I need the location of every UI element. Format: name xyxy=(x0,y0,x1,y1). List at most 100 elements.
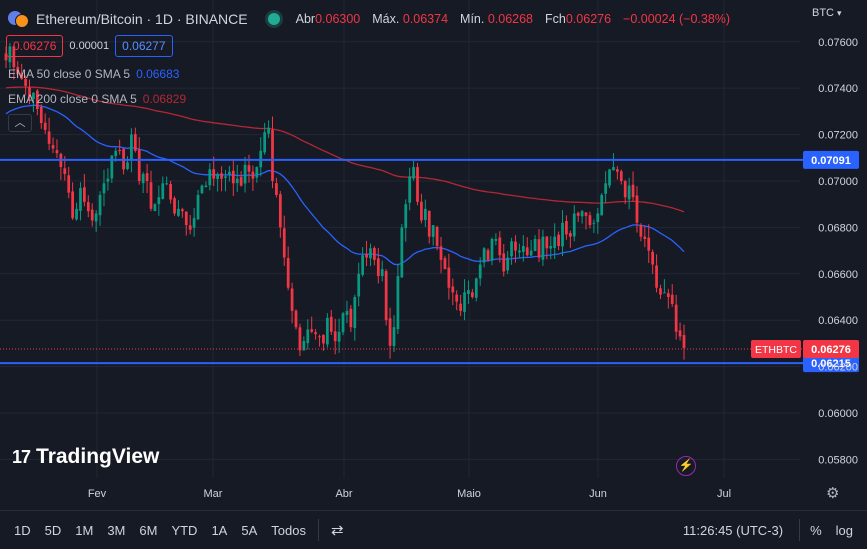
hline-price-label-box xyxy=(803,354,859,373)
timeframe-5d[interactable]: 5D xyxy=(44,522,62,538)
candle-body xyxy=(435,226,439,246)
collapse-legend-button[interactable]: ︿ xyxy=(8,114,32,132)
candle-body xyxy=(32,92,35,99)
candle-body xyxy=(118,149,122,151)
percent-toggle[interactable]: % xyxy=(810,522,822,538)
candle-body xyxy=(184,211,188,226)
candle-body xyxy=(173,198,176,214)
timeframe-1d[interactable]: 1D xyxy=(14,522,31,538)
log-toggle[interactable]: log xyxy=(835,522,853,538)
candle-body xyxy=(490,239,494,261)
currency-selector[interactable]: BTC ▾ xyxy=(812,7,842,19)
candle-body xyxy=(537,239,541,258)
candle-body xyxy=(557,234,560,246)
candle-body xyxy=(584,212,588,216)
candle-body xyxy=(278,194,282,228)
candle-body xyxy=(545,236,549,249)
candle-body xyxy=(306,329,310,344)
candle-body xyxy=(388,318,392,346)
candle-body xyxy=(24,78,27,86)
chart-title[interactable]: Ethereum/Bitcoin · 1D · BINANCE xyxy=(36,11,248,27)
ema-200-value: 0.06829 xyxy=(142,92,187,106)
candle-body xyxy=(145,173,149,181)
date-range-icon[interactable]: ⇄ xyxy=(330,522,344,539)
candle-body xyxy=(549,245,553,249)
ema-50-legend[interactable]: EMA 50 close 0 SMA 5 0.06683 xyxy=(8,67,179,81)
symbol-legend[interactable]: Ethereum/Bitcoin · 1D · BINANCE Abr0.063… xyxy=(8,9,736,29)
candle-body xyxy=(63,168,67,175)
candle-body xyxy=(443,258,447,270)
timeframe-1m[interactable]: 1M xyxy=(75,522,94,538)
ema-50-value: 0.06683 xyxy=(136,67,180,81)
ema-200-legend[interactable]: EMA 200 close 0 SMA 5 0.06829 xyxy=(8,92,186,106)
candle-body xyxy=(631,184,635,198)
gear-icon[interactable]: ⚙ xyxy=(826,485,840,502)
x-tick-label: Fev xyxy=(88,488,107,500)
candle-body xyxy=(510,241,513,257)
bottom-toolbar: 1D 5D 1M 3M 6M YTD 1A 5A Todos ⇄ 11:26:4… xyxy=(0,510,867,549)
candle-body xyxy=(439,246,443,260)
candle-body xyxy=(369,248,372,259)
timeframe-3m[interactable]: 3M xyxy=(107,522,126,538)
candle-body xyxy=(224,176,227,178)
candle-body xyxy=(263,132,267,153)
timeframe-1a[interactable]: 1A xyxy=(211,522,228,538)
candle-body xyxy=(612,167,615,171)
candle-body xyxy=(141,174,145,184)
candle-body xyxy=(192,218,196,228)
candle-body xyxy=(592,222,596,224)
ema-50-line xyxy=(5,104,685,266)
candle-body xyxy=(55,150,59,154)
candle-body xyxy=(353,297,357,329)
candle-body xyxy=(228,171,231,175)
candle-body xyxy=(357,273,361,297)
candle-body xyxy=(153,204,157,211)
candle-body xyxy=(204,185,208,188)
candle-body xyxy=(196,194,200,220)
timeframe-6m[interactable]: 6M xyxy=(139,522,158,538)
candle-body xyxy=(659,288,662,295)
market-status-icon[interactable] xyxy=(267,13,280,25)
lightning-icon[interactable]: ⚡ xyxy=(676,456,696,476)
candle-body xyxy=(604,183,607,194)
candle-body xyxy=(463,292,466,312)
price-chart[interactable]: 0.07091 0.06215 ETHBTC 0.06276 0.07600 0.074… xyxy=(0,0,867,510)
candle-body xyxy=(165,183,169,185)
candle-body xyxy=(333,331,337,342)
candle-body xyxy=(110,155,114,179)
candle-body xyxy=(47,131,51,144)
ohlc-high: Máx. 0.06374 xyxy=(372,12,449,26)
candle-body xyxy=(529,250,533,256)
clock[interactable]: 11:26:45 (UTC-3) xyxy=(682,522,784,538)
x-tick-label: Jul xyxy=(717,488,731,500)
timeframe-todos[interactable]: Todos xyxy=(271,522,306,538)
candle-body xyxy=(565,221,568,235)
buy-button[interactable]: 0.06277 xyxy=(115,35,173,57)
candle-body xyxy=(568,233,572,237)
candle-body xyxy=(682,335,686,349)
y-tick-label: 0.05800 xyxy=(818,454,858,466)
candle-body xyxy=(28,87,31,98)
candle-body xyxy=(130,134,133,161)
candle-body xyxy=(318,336,321,338)
x-tick-label: Abr xyxy=(335,488,352,500)
candle-body xyxy=(616,169,619,172)
candle-body xyxy=(670,294,674,304)
timeframe-ytd[interactable]: YTD xyxy=(171,522,198,538)
candle-body xyxy=(427,210,431,237)
hline-price-label: 0.06215 xyxy=(811,358,851,370)
candle-body xyxy=(376,258,380,277)
sell-button[interactable]: 0.06276 xyxy=(6,35,64,57)
buy-sell-panel: 0.06276 0.00001 0.06277 xyxy=(6,35,173,57)
candle-body xyxy=(102,183,106,194)
candle-body xyxy=(235,178,239,184)
candle-body xyxy=(133,134,137,151)
candle-body xyxy=(267,127,270,134)
candle-body xyxy=(71,191,74,219)
candle-body xyxy=(298,327,302,351)
candle-body xyxy=(126,162,129,169)
candle-body xyxy=(533,239,537,252)
timeframe-5a[interactable]: 5A xyxy=(241,522,258,538)
candle-body xyxy=(404,204,408,229)
candle-body xyxy=(470,292,474,298)
